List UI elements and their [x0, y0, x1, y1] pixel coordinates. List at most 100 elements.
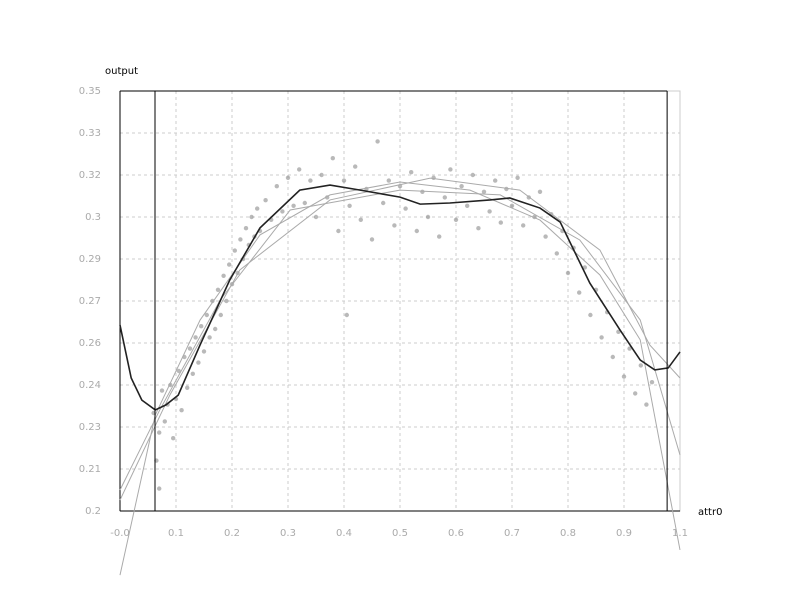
point: [621, 374, 627, 379]
point: [453, 217, 459, 222]
point: [442, 195, 447, 200]
x-axis-label: attr0: [698, 507, 722, 518]
point: [392, 223, 397, 228]
y-tick-label: 0.21: [79, 464, 101, 475]
point: [185, 385, 190, 390]
point: [196, 360, 201, 365]
point: [255, 206, 260, 211]
point: [313, 214, 319, 220]
point: [344, 312, 349, 318]
x-tick-label: 0.3: [280, 528, 296, 539]
y-tick-label: 0.35: [79, 86, 101, 97]
point: [199, 324, 204, 329]
point: [215, 287, 221, 292]
point: [232, 248, 237, 253]
x-tick-label: 0.7: [504, 528, 520, 539]
point: [291, 203, 296, 208]
point: [577, 290, 582, 295]
point: [414, 228, 419, 234]
point: [633, 391, 638, 396]
fit-curve: [119, 177, 681, 501]
point: [193, 335, 198, 340]
x-tick-label: 0.5: [392, 528, 408, 539]
point: [498, 220, 503, 225]
point: [409, 170, 414, 175]
point: [157, 486, 162, 491]
point: [159, 388, 165, 393]
point: [588, 312, 593, 318]
y-tick-label: 0.3: [85, 212, 101, 223]
x-tick-label: 0.1: [168, 528, 184, 539]
point: [353, 164, 358, 169]
point: [543, 234, 548, 239]
point: [187, 346, 193, 351]
point: [285, 175, 291, 180]
point: [157, 430, 162, 435]
point: [448, 167, 453, 172]
point: [437, 234, 442, 239]
point: [470, 172, 475, 178]
point: [403, 206, 408, 211]
point: [179, 408, 184, 413]
y-tick-label: 0.33: [79, 128, 101, 139]
point: [224, 298, 229, 304]
point: [465, 203, 470, 208]
x-tick-label: 0.6: [448, 528, 464, 539]
point: [249, 214, 254, 220]
point: [204, 312, 209, 318]
point: [425, 214, 431, 220]
point: [207, 335, 212, 340]
point: [330, 156, 335, 161]
point: [521, 223, 526, 228]
point: [644, 402, 649, 407]
point: [420, 189, 425, 194]
y-tick-label: 0.29: [79, 254, 101, 265]
point: [493, 178, 498, 183]
point: [347, 203, 352, 208]
point: [386, 178, 391, 183]
point: [243, 226, 249, 231]
point: [210, 298, 215, 304]
y-tick-label: 0.26: [79, 338, 101, 349]
point: [308, 178, 313, 183]
point: [280, 209, 285, 214]
fit-curve: [119, 189, 681, 491]
point: [201, 349, 207, 354]
point: [358, 217, 363, 222]
point: [476, 226, 481, 231]
point: [274, 184, 279, 189]
point: [162, 419, 167, 424]
point: [375, 139, 380, 144]
y-tick-label: 0.23: [79, 422, 101, 433]
point: [459, 184, 464, 189]
point: [431, 175, 436, 180]
point: [537, 189, 543, 194]
point: [599, 335, 604, 340]
point: [238, 237, 243, 242]
point: [171, 436, 176, 441]
x-tick-label: 0.2: [224, 528, 240, 539]
x-tick-label: 1.1: [672, 528, 688, 539]
point: [554, 251, 559, 256]
point: [263, 198, 268, 203]
fit-curve: [119, 181, 681, 576]
y-tick-label: 0.24: [79, 380, 101, 391]
x-tick-label: -0.0: [110, 528, 130, 539]
point: [176, 368, 181, 374]
x-tick-label: 0.8: [560, 528, 576, 539]
point: [319, 172, 324, 178]
point: [213, 326, 218, 332]
point: [481, 189, 487, 194]
point: [509, 203, 515, 208]
x-tick-label: 0.9: [616, 528, 632, 539]
point: [336, 228, 341, 234]
point: [616, 329, 621, 334]
point: [627, 346, 632, 351]
point: [341, 178, 347, 183]
point: [297, 167, 302, 172]
point: [221, 273, 226, 278]
point: [582, 265, 587, 270]
point: [565, 270, 571, 276]
point: [515, 175, 520, 180]
